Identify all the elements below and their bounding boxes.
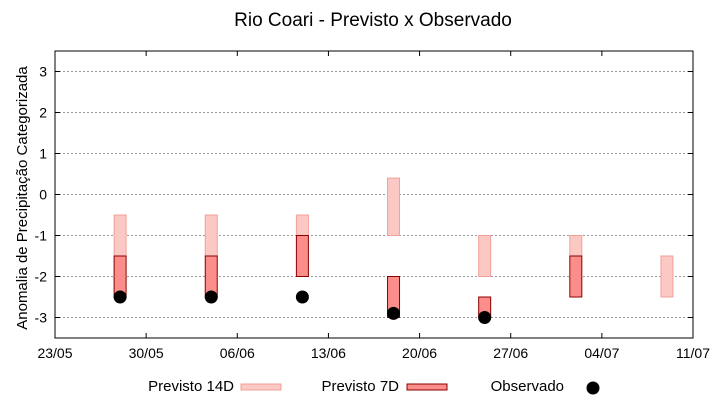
plot-frame <box>54 50 694 339</box>
y-axis-label: Anomalia de Precipitação Categorizada <box>14 66 31 330</box>
range-bar <box>295 235 309 277</box>
legend-swatch <box>406 383 448 391</box>
y-tick-label: -3 <box>35 310 48 326</box>
y-tick-label: 2 <box>39 105 47 121</box>
y-tick-label: 0 <box>39 187 47 203</box>
range-bar <box>204 214 218 257</box>
y-tick-label: -1 <box>35 228 48 244</box>
legend-swatch <box>240 383 282 391</box>
range-bar <box>387 177 401 237</box>
chart-title: Rio Coari - Previsto x Observado <box>234 10 512 31</box>
grid-lines <box>55 71 693 318</box>
x-axis: 23/05 30/05 06/06 13/06 20/06 27/06 04/07 11/07 <box>37 51 710 361</box>
x-tick-label: 11/07 <box>676 345 710 361</box>
range-bar <box>295 214 309 236</box>
legend: Previsto 14D Previsto 7D Observado <box>148 378 600 395</box>
legend-label: Previsto 7D <box>321 378 399 395</box>
range-bar <box>113 214 127 257</box>
observed-point <box>113 290 127 304</box>
range-bar <box>478 235 492 277</box>
series-previsto-14d <box>113 177 674 298</box>
y-axis: -3 -2 -1 0 1 2 3 <box>35 64 693 326</box>
observed-point <box>204 290 218 304</box>
observed-point <box>295 290 309 304</box>
range-bar <box>660 255 674 298</box>
legend-label: Previsto 14D <box>148 378 234 395</box>
observed-point <box>478 311 492 324</box>
y-tick-label: 3 <box>39 64 47 80</box>
x-tick-label: 30/05 <box>129 345 164 361</box>
x-tick-label: 23/05 <box>37 345 72 361</box>
range-bar <box>569 235 583 257</box>
y-tick-label: -2 <box>35 269 48 285</box>
x-tick-label: 27/06 <box>493 345 528 361</box>
legend-swatch <box>586 381 600 395</box>
observed-point <box>387 306 401 320</box>
x-tick-label: 20/06 <box>402 345 437 361</box>
x-tick-label: 04/07 <box>584 345 619 361</box>
series-observado <box>113 290 492 324</box>
legend-label: Observado <box>491 378 564 395</box>
x-tick-label: 13/06 <box>311 345 346 361</box>
y-tick-label: 1 <box>39 146 47 162</box>
range-bar <box>569 255 583 298</box>
x-tick-label: 06/06 <box>220 345 255 361</box>
